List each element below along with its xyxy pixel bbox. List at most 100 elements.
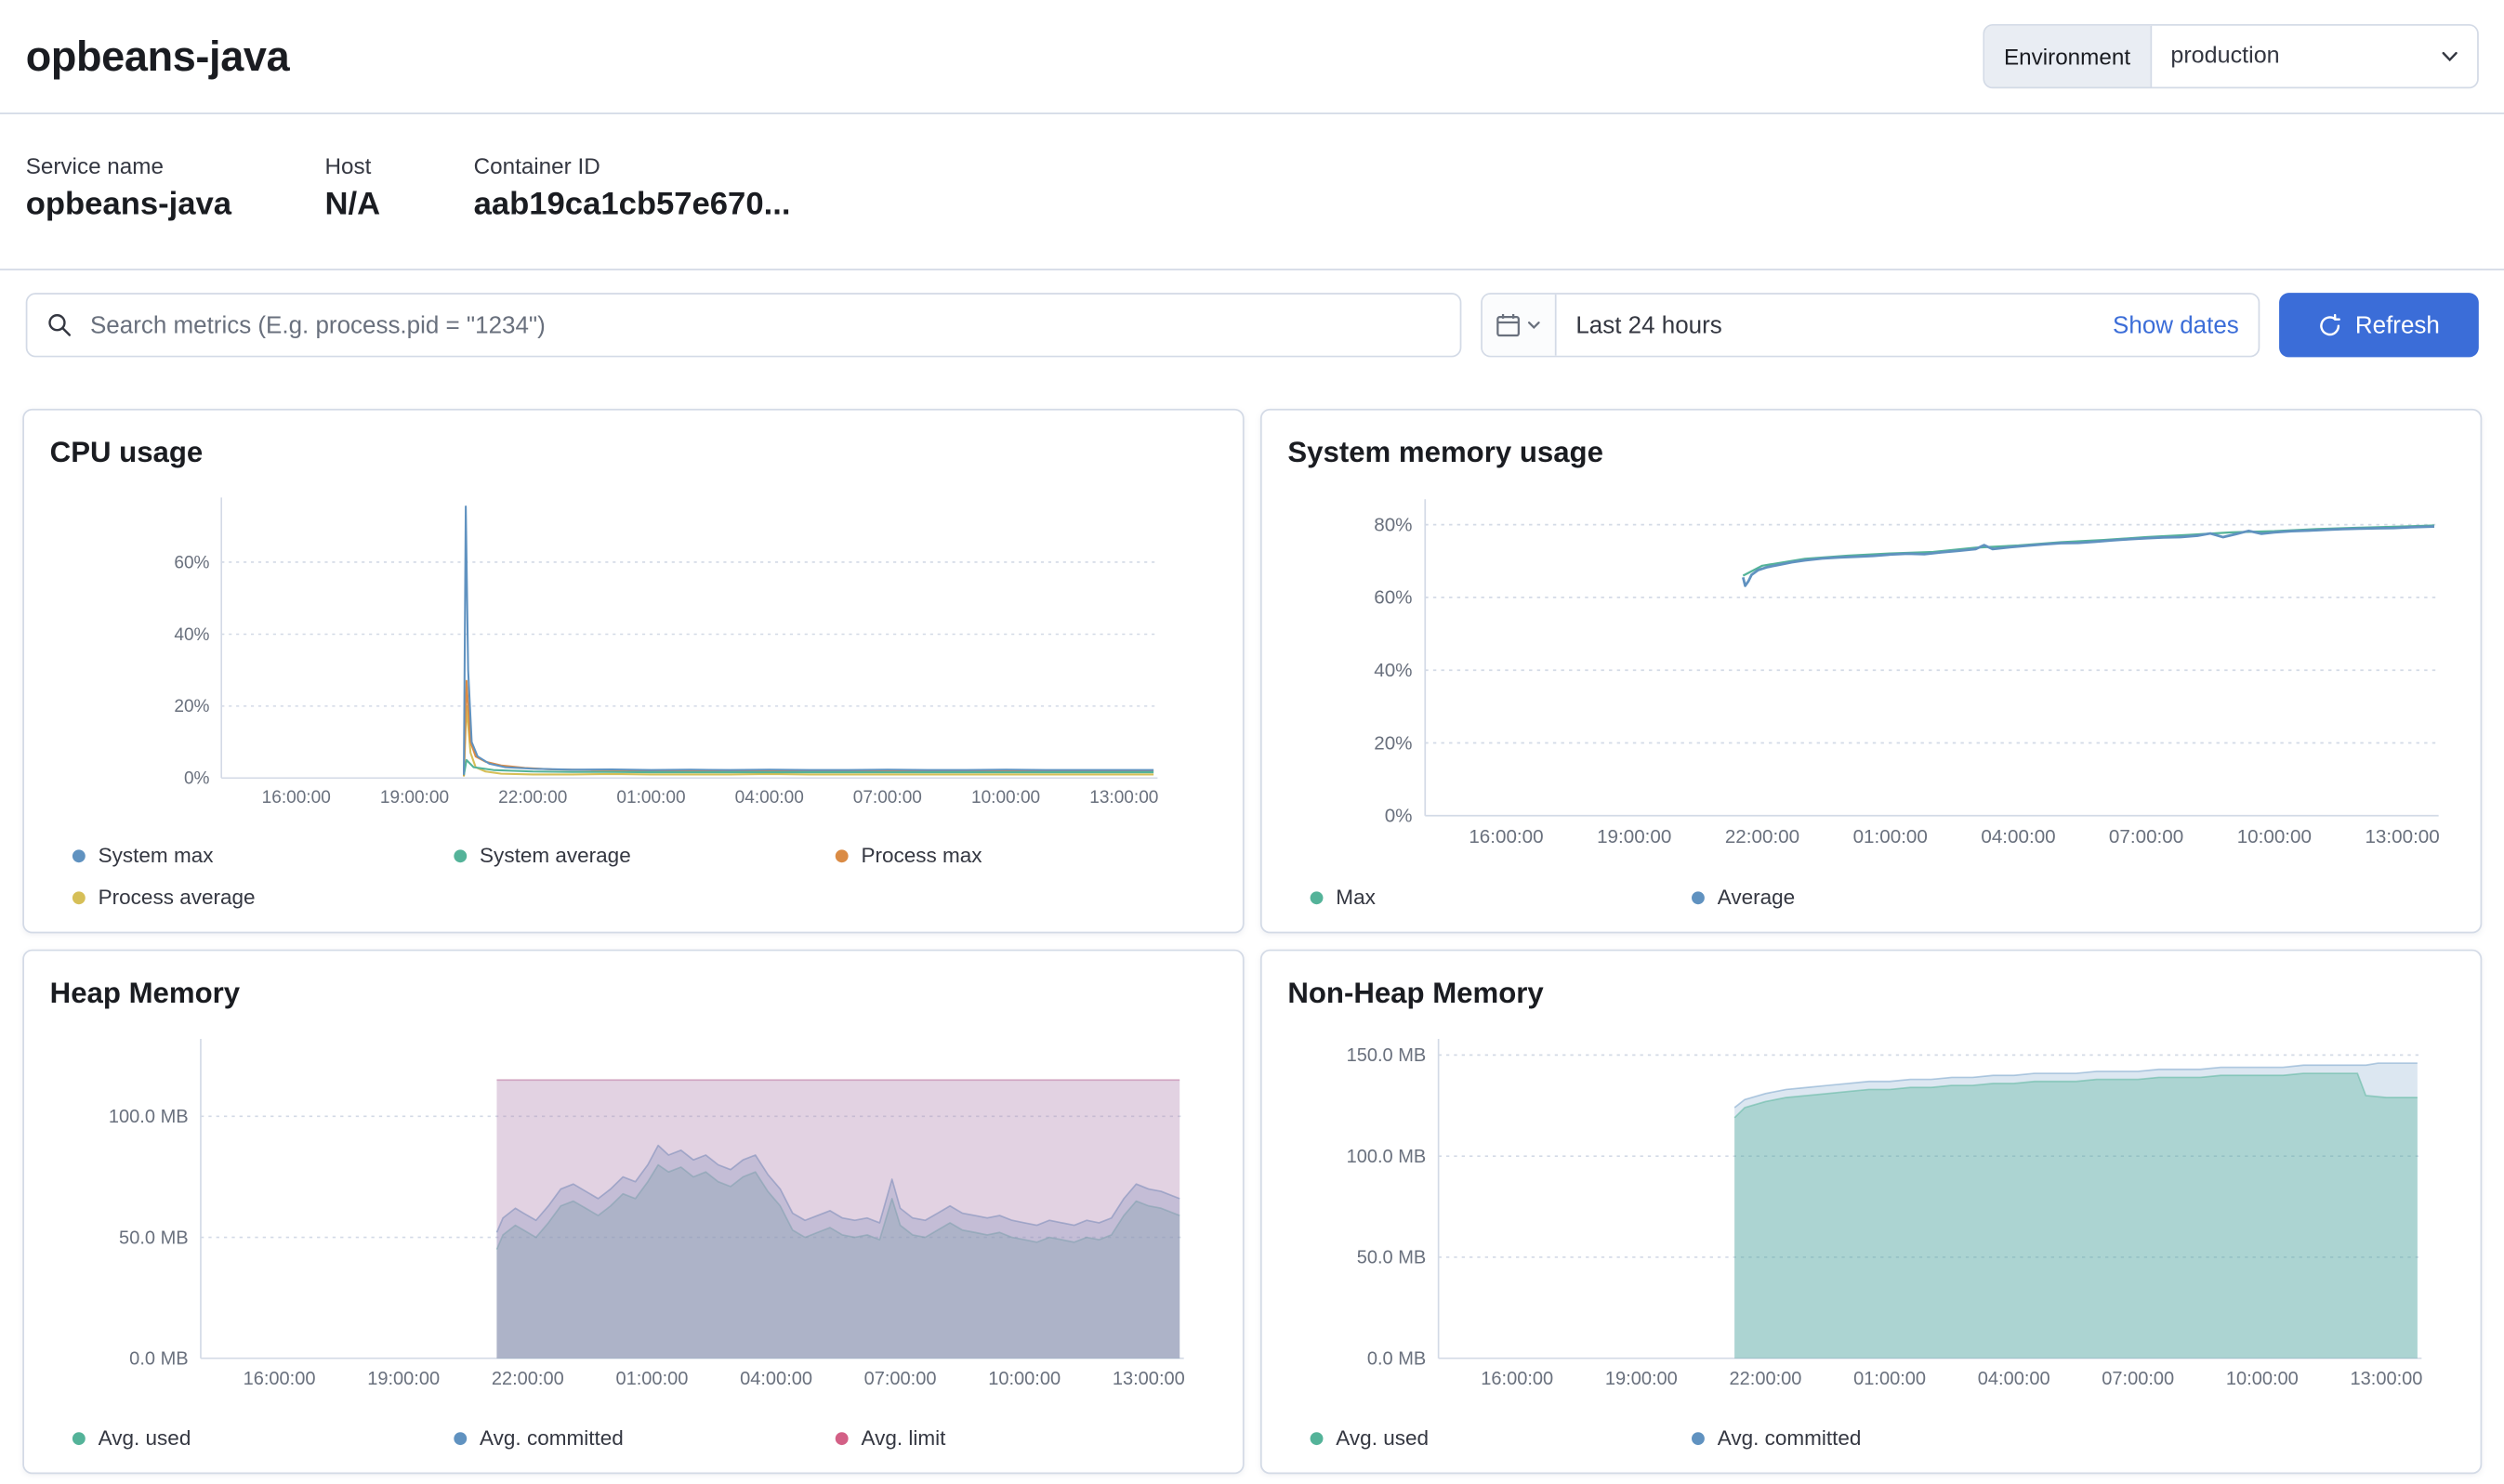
legend-label: Avg. limit [861, 1425, 946, 1451]
legend-color-dot [454, 1431, 468, 1445]
svg-text:13:00:00: 13:00:00 [2365, 826, 2439, 847]
show-dates-button[interactable]: Show dates [2093, 311, 2258, 338]
field-label: Container ID [473, 152, 600, 179]
page-title: opbeans-java [25, 31, 290, 80]
svg-text:07:00:00: 07:00:00 [853, 788, 922, 808]
container-id-field: Container ID aab19ca1cb57e670... [474, 153, 791, 224]
svg-text:40%: 40% [174, 625, 209, 645]
environment-filter: Environment production [1983, 23, 2479, 89]
cpu-usage-chart[interactable]: 0% 20% 40% 60% 16:00:00 19:00:00 22:00:00 01:00… [50, 483, 1217, 822]
svg-text:19:00:00: 19:00:00 [1597, 826, 1671, 847]
svg-text:16:00:00: 16:00:00 [244, 1369, 316, 1389]
svg-text:16:00:00: 16:00:00 [1469, 826, 1543, 847]
svg-text:10:00:00: 10:00:00 [988, 1369, 1061, 1389]
legend-label: Process max [861, 843, 982, 868]
svg-text:13:00:00: 13:00:00 [1089, 788, 1158, 808]
legend-item[interactable]: System max [72, 843, 454, 867]
svg-text:01:00:00: 01:00:00 [615, 1369, 688, 1389]
legend-item[interactable]: Avg. used [1310, 1425, 1692, 1450]
search-metrics-input[interactable] [86, 309, 1441, 341]
svg-text:20%: 20% [1374, 732, 1412, 754]
legend-label: Avg. committed [1717, 1425, 1862, 1451]
svg-text:19:00:00: 19:00:00 [380, 788, 449, 808]
chart-title: Non-Heap Memory [1287, 977, 1544, 1009]
chart-title: System memory usage [1287, 436, 1603, 468]
chevron-down-icon [2442, 51, 2458, 62]
svg-text:22:00:00: 22:00:00 [1725, 826, 1799, 847]
svg-text:22:00:00: 22:00:00 [492, 1369, 564, 1389]
svg-text:0%: 0% [184, 769, 210, 789]
legend-color-dot [72, 1431, 86, 1445]
system-memory-usage-chart[interactable]: 0% 20% 40% 60% 80% 16:00:00 19:00:00 22:00:00 01… [1287, 483, 2454, 864]
chart-legend: Avg. used Avg. committed [1287, 1425, 2454, 1450]
svg-text:07:00:00: 07:00:00 [864, 1369, 937, 1389]
legend-item[interactable]: Average [1692, 885, 2073, 909]
svg-text:16:00:00: 16:00:00 [1481, 1369, 1553, 1389]
field-value: aab19ca1cb57e670... [473, 186, 791, 222]
svg-text:16:00:00: 16:00:00 [262, 788, 331, 808]
svg-text:13:00:00: 13:00:00 [2351, 1369, 2423, 1389]
legend-item[interactable]: Avg. used [72, 1425, 454, 1450]
legend-color-dot [72, 890, 86, 904]
chart-title: CPU usage [49, 436, 204, 468]
environment-select[interactable]: production [2151, 25, 2478, 87]
svg-text:100.0 MB: 100.0 MB [109, 1107, 189, 1127]
chart-legend: System max System average Process max Proce… [50, 843, 1217, 909]
service-name-field: Service name opbeans-java [26, 153, 231, 224]
date-quick-select-button[interactable] [1482, 294, 1557, 356]
svg-text:04:00:00: 04:00:00 [1981, 826, 2055, 847]
svg-text:0%: 0% [1385, 806, 1413, 827]
legend-item[interactable]: System average [454, 843, 835, 867]
svg-text:0.0 MB: 0.0 MB [129, 1348, 188, 1369]
refresh-button[interactable]: Refresh [2279, 293, 2479, 358]
svg-text:19:00:00: 19:00:00 [367, 1369, 440, 1389]
environment-selected-value: production [2170, 43, 2280, 70]
svg-text:04:00:00: 04:00:00 [735, 788, 804, 808]
svg-text:04:00:00: 04:00:00 [1978, 1369, 2050, 1389]
svg-text:50.0 MB: 50.0 MB [119, 1228, 189, 1248]
legend-label: Max [1336, 885, 1376, 910]
svg-text:04:00:00: 04:00:00 [740, 1369, 812, 1389]
legend-color-dot [1310, 1431, 1324, 1445]
svg-text:150.0 MB: 150.0 MB [1347, 1045, 1427, 1066]
legend-item[interactable]: Avg. limit [835, 1425, 1217, 1451]
legend-label: System average [480, 843, 631, 868]
svg-text:20%: 20% [174, 697, 209, 716]
legend-label: Avg. committed [480, 1425, 624, 1451]
legend-item[interactable]: Avg. committed [1692, 1425, 2073, 1450]
svg-text:10:00:00: 10:00:00 [971, 788, 1040, 808]
svg-text:01:00:00: 01:00:00 [616, 788, 685, 808]
legend-color-dot [835, 1431, 849, 1445]
chevron-down-icon [1527, 322, 1540, 329]
svg-text:13:00:00: 13:00:00 [1113, 1369, 1185, 1389]
legend-item[interactable]: Process average [72, 885, 454, 909]
svg-text:01:00:00: 01:00:00 [1853, 826, 1928, 847]
field-value: opbeans-java [25, 186, 232, 222]
refresh-icon [2320, 313, 2341, 335]
time-range-value[interactable]: Last 24 hours [1575, 311, 1722, 339]
legend-color-dot [72, 848, 86, 862]
legend-color-dot [835, 848, 849, 862]
charts-grid: CPU usage 0% 20% 40% 60% 16:00:00 19:00:00 22:… [0, 380, 2504, 1475]
svg-text:22:00:00: 22:00:00 [1730, 1369, 1802, 1389]
non-heap-memory-chart[interactable]: 0.0 MB 50.0 MB 100.0 MB 150.0 MB 16:00:00 19:… [1287, 1023, 2454, 1404]
search-icon [48, 314, 72, 336]
chart-legend: Max Average [1287, 885, 2454, 909]
legend-item[interactable]: Avg. committed [454, 1425, 835, 1450]
legend-label: Process average [98, 885, 256, 910]
svg-text:07:00:00: 07:00:00 [2109, 826, 2183, 847]
field-label: Service name [25, 152, 164, 179]
legend-label: Avg. used [98, 1425, 191, 1451]
heap-memory-chart[interactable]: 0.0 MB 50.0 MB 100.0 MB 16:00:00 19:00:00 22:… [50, 1023, 1217, 1404]
svg-text:60%: 60% [174, 553, 209, 572]
legend-color-dot [1692, 1431, 1705, 1445]
svg-text:50.0 MB: 50.0 MB [1357, 1248, 1427, 1268]
svg-text:10:00:00: 10:00:00 [2226, 1369, 2299, 1389]
refresh-label: Refresh [2354, 311, 2440, 339]
svg-text:07:00:00: 07:00:00 [2102, 1369, 2174, 1389]
legend-item[interactable]: Max [1310, 885, 1692, 910]
svg-text:19:00:00: 19:00:00 [1605, 1369, 1678, 1389]
legend-item[interactable]: Process max [835, 843, 1217, 868]
svg-text:22:00:00: 22:00:00 [498, 788, 567, 808]
